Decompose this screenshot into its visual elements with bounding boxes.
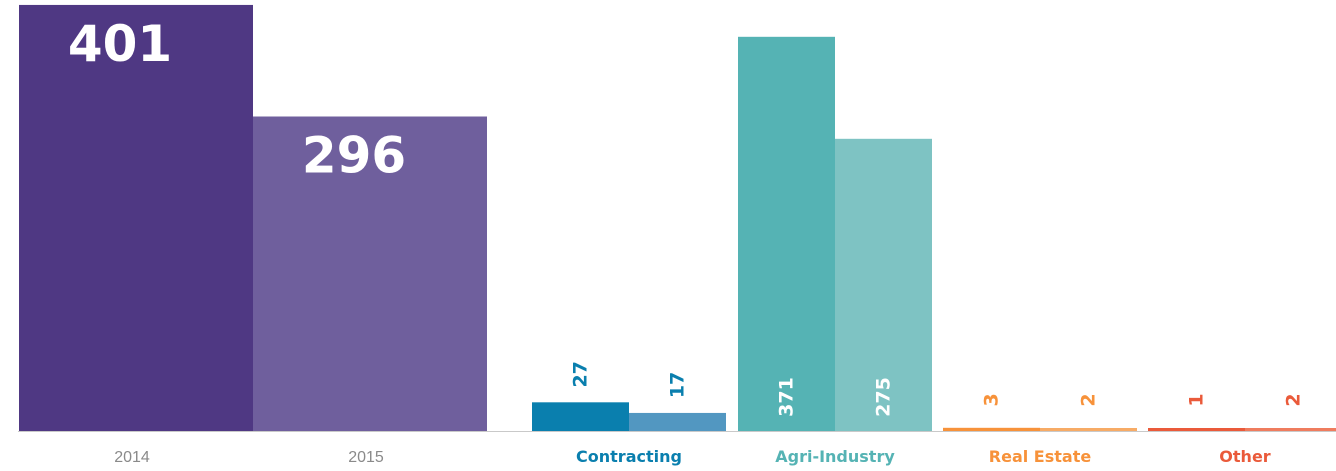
data-label-total-2015: 296 [302,127,406,185]
bar-other-2015 [1245,428,1336,431]
totals-bar-group: 401 2014 296 2015 [19,4,487,466]
category-label-agri-industry: Agri-Industry [775,447,895,466]
data-label-agri-industry-2015: 275 [873,377,895,417]
data-label-real-estate-2014: 3 [981,393,1003,406]
bar-real-estate-2014 [943,427,1040,431]
bar-real-estate-2015 [1040,428,1137,431]
data-label-other-2015: 2 [1283,393,1305,406]
category-label-other: Other [1219,447,1270,466]
data-label-real-estate-2015: 2 [1078,393,1100,406]
bar-agri-industry-2015 [835,138,932,431]
category-label-contracting: Contracting [576,447,682,466]
bar-contracting-2014 [532,402,629,431]
category-label-real-estate: Real Estate [989,447,1092,466]
bar-total-2014 [19,4,253,431]
data-label-contracting-2015: 17 [667,372,689,398]
bar-other-2014 [1148,428,1245,431]
bar-total-2015 [253,116,487,431]
sector-bar-group: 27 17 Contracting 371 275 Agri-Industry 3 2 Real… [532,36,1336,466]
x-tick-label-2014: 2014 [114,449,150,466]
bar-agri-industry-2014 [738,36,835,431]
data-label-total-2014: 401 [68,15,172,73]
data-label-other-2014: 1 [1186,393,1208,406]
data-label-contracting-2014: 27 [570,361,592,387]
bar-contracting-2015 [629,412,726,431]
x-tick-label-2015: 2015 [348,449,384,466]
data-label-agri-industry-2014: 371 [776,377,798,417]
